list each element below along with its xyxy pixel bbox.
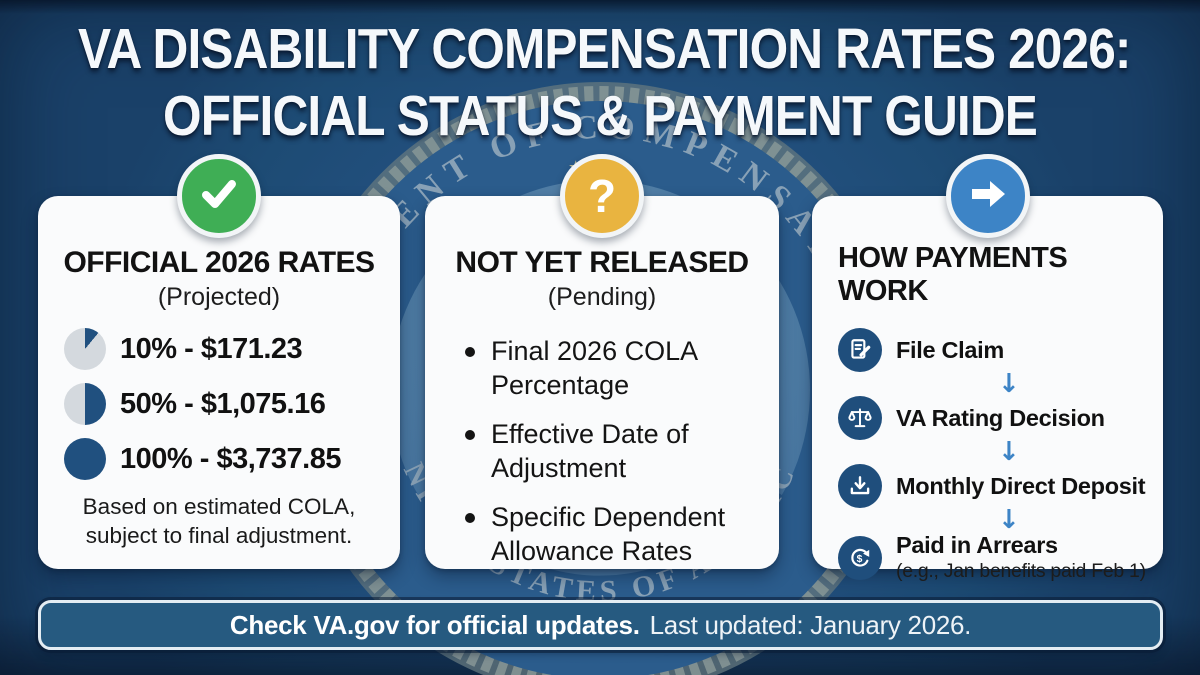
footer-update-bar: Check VA.gov for official updates. Last … — [38, 600, 1163, 650]
step-row-direct-deposit: Monthly Direct Deposit — [838, 464, 1163, 508]
check-badge — [177, 154, 261, 238]
official-rates-title: OFFICIAL 2026 RATES — [63, 246, 375, 279]
pie-chart-100-icon — [64, 438, 106, 480]
payments-title: HOW PAYMENTS WORK — [838, 242, 1068, 307]
rate-row: 50% - $1,075.16 — [64, 383, 400, 425]
footer-regular-text: Last updated: January 2026. — [649, 609, 972, 640]
card-not-yet-released: ? NOT YET RELEASED (Pending) Final 2026 … — [425, 154, 779, 569]
download-deposit-icon — [838, 464, 882, 508]
pending-title: NOT YET RELEASED — [455, 246, 749, 279]
footer-bold-text: Check VA.gov for official updates. — [229, 609, 640, 640]
step-sublabel: (e.g., Jan benefits paid Feb 1) — [896, 560, 1146, 582]
bullet-item: Effective Date of Adjustment — [461, 417, 751, 485]
rates-note-line1: Based on estimated COLA, — [82, 494, 356, 519]
card-official-rates: OFFICIAL 2026 RATES (Projected) 10% - $1… — [38, 154, 400, 569]
step-label: VA Rating Decision — [896, 404, 1105, 431]
official-rates-subtitle: (Projected) — [157, 283, 281, 311]
rates-list: 10% - $171.23 50% - $1,075.16 100% - $3,… — [64, 328, 400, 480]
step-row-rating-decision: VA Rating Decision — [838, 396, 1163, 440]
file-claim-icon — [838, 328, 882, 372]
flow-down-arrow-icon: ↓ — [998, 437, 1020, 467]
pie-chart-10-icon — [64, 328, 106, 370]
arrow-badge — [945, 154, 1030, 238]
rates-note-line2: subject to final adjustment. — [85, 522, 353, 548]
flow-down-arrow-icon: ↓ — [998, 369, 1020, 399]
pending-bullet-list: Final 2026 COLA Percentage Effective Dat… — [461, 334, 779, 568]
flow-down-arrow-icon: ↓ — [998, 505, 1020, 535]
scales-icon — [838, 396, 882, 440]
step-row-paid-in-arrears: $ Paid in Arrears (e.g., Jan benefits pa… — [838, 532, 1163, 583]
payment-steps: File Claim ↓ VA Rating Decision ↓ — [838, 328, 1163, 583]
page-title-line2: OFFICIAL STATUS & PAYMENT GUIDE — [163, 84, 1038, 149]
rate-label: 50% - $1,075.16 — [120, 387, 326, 420]
pending-subtitle: (Pending) — [547, 283, 657, 311]
page-title-line1: VA DISABILITY COMPENSATION RATES 2026: — [78, 17, 1131, 81]
right-arrow-icon — [964, 170, 1012, 223]
check-icon — [193, 168, 245, 225]
rate-label: 100% - $3,737.85 — [120, 442, 341, 475]
rate-row: 10% - $171.23 — [64, 328, 400, 370]
step-text-block: Paid in Arrears (e.g., Jan benefits paid… — [896, 532, 1146, 583]
question-badge: ? — [560, 154, 644, 238]
page-title: VA DISABILITY COMPENSATION RATES 2026: O… — [0, 16, 1200, 151]
question-mark-icon: ? — [587, 170, 617, 222]
step-row-file-claim: File Claim — [838, 328, 1163, 372]
card-how-payments-work: HOW PAYMENTS WORK File Claim ↓ — [812, 154, 1163, 582]
step-label: Monthly Direct Deposit — [896, 472, 1146, 499]
rate-row: 100% - $3,737.85 — [64, 438, 400, 480]
bullet-item: Specific Dependent Allowance Rates — [461, 500, 751, 568]
svg-text:$: $ — [857, 553, 863, 564]
money-back-icon: $ — [838, 535, 882, 580]
step-label: File Claim — [896, 336, 1005, 363]
step-label: Paid in Arrears — [896, 532, 1058, 558]
pie-chart-50-icon — [64, 383, 106, 425]
rate-label: 10% - $171.23 — [120, 332, 303, 365]
rates-note: Based on estimated COLA, subject to fina… — [38, 493, 400, 551]
bullet-item: Final 2026 COLA Percentage — [461, 334, 751, 402]
